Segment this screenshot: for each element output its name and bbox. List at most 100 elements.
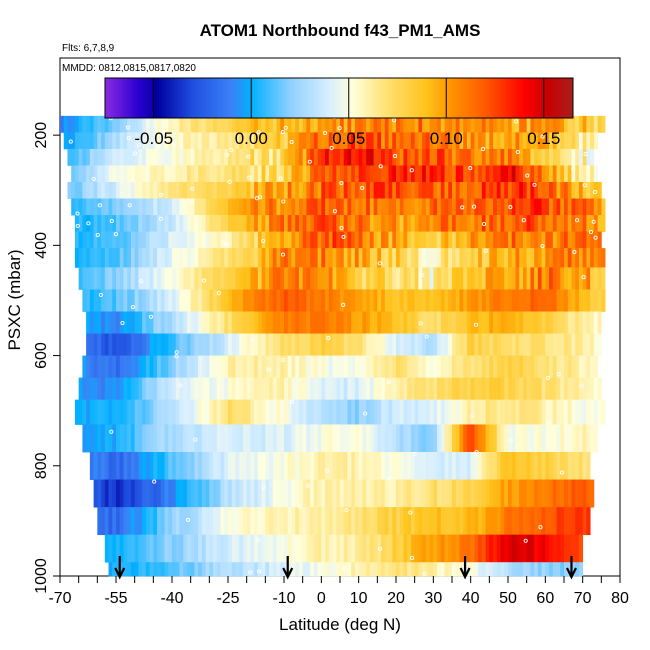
heatmap-cell	[220, 424, 225, 453]
heatmap-cell	[101, 507, 106, 536]
heatmap-cell	[369, 479, 374, 508]
colorbar-segment	[319, 78, 322, 118]
x-tick-label: 80	[611, 590, 629, 607]
heatmap-cell	[298, 399, 304, 425]
heatmap-cell	[508, 115, 513, 133]
heatmap-cell	[485, 231, 490, 249]
heatmap-cell	[93, 132, 98, 150]
heatmap-cell	[179, 231, 184, 249]
heatmap-cell	[500, 248, 505, 268]
heatmap-cell	[597, 289, 602, 312]
heatmap-cell	[407, 267, 412, 290]
heatmap-cell	[104, 311, 109, 334]
heatmap-cell	[530, 399, 535, 425]
heatmap-cell	[515, 267, 520, 290]
heatmap-cell	[455, 399, 460, 425]
heatmap-cell	[78, 399, 83, 425]
heatmap-cell	[567, 165, 572, 183]
heatmap-cell	[145, 115, 150, 133]
heatmap-cell	[186, 267, 192, 290]
heatmap-cell	[302, 115, 307, 133]
data-point	[248, 570, 253, 575]
heatmap-cell	[381, 311, 386, 334]
heatmap-cell	[373, 534, 378, 563]
heatmap-cell	[205, 424, 210, 453]
heatmap-cell	[560, 115, 565, 133]
heatmap-cell	[310, 248, 315, 268]
heatmap-cell	[302, 333, 307, 356]
heatmap-cell	[388, 377, 393, 401]
heatmap-cell	[175, 507, 180, 536]
colorbar-segment	[283, 78, 286, 118]
heatmap-cell	[194, 215, 199, 232]
data-point	[360, 185, 365, 190]
heatmap-cell	[179, 377, 184, 401]
heatmap-cell	[145, 181, 150, 199]
heatmap-cell	[295, 452, 300, 480]
heatmap-cell	[101, 355, 106, 379]
data-point	[127, 203, 132, 208]
heatmap-cell	[522, 181, 528, 199]
data-point	[424, 334, 429, 339]
heatmap-cell	[112, 399, 117, 425]
heatmap-cell	[541, 333, 546, 356]
heatmap-cell	[373, 562, 378, 577]
heatmap-cell	[534, 355, 539, 379]
heatmap-cell	[418, 132, 423, 150]
heatmap-cell	[340, 562, 345, 577]
heatmap-cell	[422, 231, 427, 249]
data-point	[254, 196, 259, 201]
heatmap-cell	[142, 115, 147, 133]
heatmap-cell	[112, 165, 117, 183]
heatmap-cell	[444, 534, 449, 563]
heatmap-cell	[511, 424, 516, 453]
heatmap-cell	[545, 355, 550, 379]
heatmap-cell	[578, 267, 584, 290]
heatmap-cell	[354, 148, 360, 166]
heatmap-cell	[575, 148, 580, 166]
heatmap-cell	[515, 198, 520, 216]
heatmap-cell	[455, 424, 460, 453]
heatmap-cell	[321, 399, 326, 425]
heatmap-cell	[239, 115, 244, 133]
heatmap-cell	[228, 507, 233, 536]
heatmap-cell	[67, 181, 72, 199]
heatmap-cell	[478, 132, 483, 150]
heatmap-cell	[127, 115, 132, 133]
heatmap-cell	[82, 267, 87, 290]
heatmap-cell	[399, 289, 404, 312]
heatmap-cell	[478, 355, 483, 379]
heatmap-cell	[396, 479, 401, 508]
heatmap-cell	[429, 452, 434, 480]
heatmap-cell	[377, 355, 382, 379]
heatmap-cell	[511, 165, 516, 183]
heatmap-cell	[403, 562, 408, 577]
heatmap-cell	[392, 479, 397, 508]
heatmap-cell	[354, 377, 360, 401]
colorbar-segment	[145, 78, 148, 118]
heatmap-cell	[459, 165, 464, 183]
data-point	[229, 148, 234, 153]
heatmap-cell	[392, 534, 397, 563]
heatmap-cell	[560, 132, 565, 150]
heatmap-cell	[168, 562, 173, 577]
heatmap-cell	[489, 248, 494, 268]
heatmap-cell	[466, 399, 472, 425]
heatmap-cell	[444, 424, 449, 453]
heatmap-cell	[205, 181, 210, 199]
heatmap-cell	[269, 452, 274, 480]
heatmap-cell	[593, 424, 598, 453]
heatmap-cell	[328, 148, 333, 166]
heatmap-cell	[504, 289, 509, 312]
heatmap-cell	[183, 507, 188, 536]
heatmap-cell	[220, 479, 225, 508]
heatmap-cell	[526, 289, 531, 312]
data-point	[155, 144, 160, 149]
heatmap-cell	[272, 248, 277, 268]
heatmap-cell	[549, 562, 554, 577]
heatmap-cell	[549, 215, 554, 232]
heatmap-cell	[590, 115, 595, 133]
heatmap-cell	[407, 289, 412, 312]
heatmap-cell	[328, 215, 333, 232]
heatmap-cell	[343, 355, 348, 379]
